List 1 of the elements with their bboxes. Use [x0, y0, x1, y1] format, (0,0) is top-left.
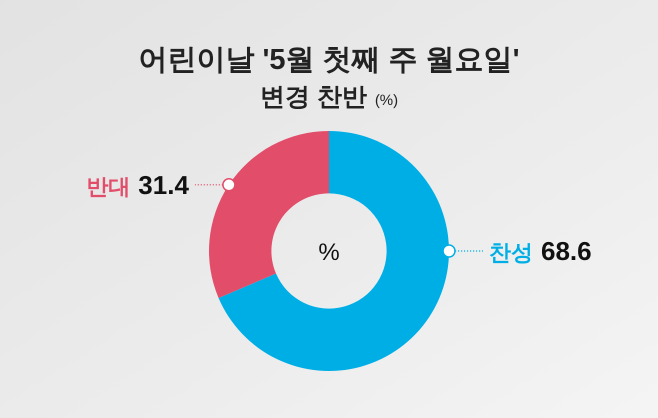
title: 어린이날 '5월 첫째 주 월요일' 변경 찬반 (%) — [138, 44, 520, 111]
